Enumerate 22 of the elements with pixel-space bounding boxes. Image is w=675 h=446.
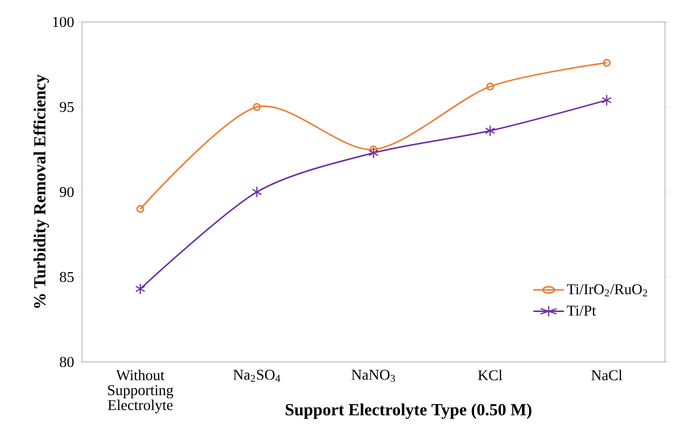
point <box>602 94 612 106</box>
point <box>368 147 379 159</box>
point <box>370 146 378 154</box>
point <box>252 186 262 198</box>
y-tick-label: 90 <box>60 186 74 198</box>
point <box>135 283 146 295</box>
y-tick-label: 100 <box>53 16 74 28</box>
x-tick-label: Na$_{2}$SO$_{4}$ <box>233 370 280 382</box>
x-axis-title: Support Electrolyte Type (0.50 M) <box>286 404 532 419</box>
legend-label: Ti/IrO$_{2}$/RuO$_{2}$ <box>566 284 648 296</box>
x-tick-label: KCl <box>478 370 502 380</box>
y-tick-label: 85 <box>60 272 74 282</box>
point <box>486 82 494 91</box>
x-tick-label: NaNO$_{3}$ <box>352 370 395 382</box>
y-axis-title: % Turbidity Removal Efficiency <box>33 74 49 308</box>
x-tick-label: Without Supporting Electrolyte <box>108 370 174 414</box>
point <box>485 125 496 137</box>
point <box>252 103 261 111</box>
y-tick-label: 95 <box>60 102 74 112</box>
legend-label: Ti/Pt <box>566 306 596 316</box>
x-tick-label: NaCl <box>591 370 622 380</box>
y-tick-label: 80 <box>60 356 74 368</box>
